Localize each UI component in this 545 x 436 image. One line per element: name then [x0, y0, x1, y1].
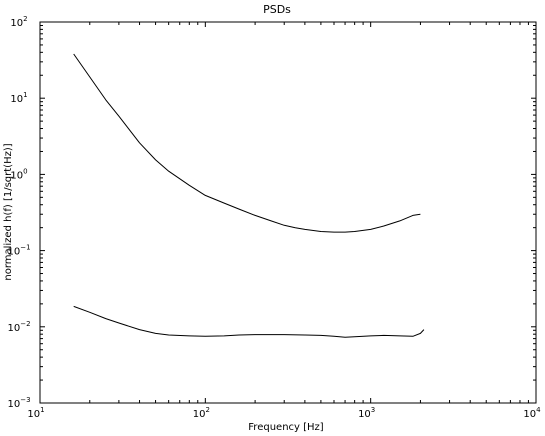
plot-frame: [39, 21, 537, 404]
series-lines: [73, 53, 425, 338]
y-tick-label: 10−1: [7, 244, 30, 258]
y-tick-label: 102: [10, 15, 27, 29]
series-line-1: [73, 53, 421, 233]
x-tick-label: 101: [27, 406, 44, 420]
x-tick-label: 102: [193, 406, 210, 420]
x-axis-label: Frequency [Hz]: [248, 422, 324, 433]
y-tick-label: 101: [10, 91, 27, 105]
series-line-2: [73, 305, 425, 338]
y-axis-label: normalized h(f) [1/sqrt(Hz)]: [3, 143, 14, 280]
y-tick-label: 100: [10, 167, 27, 181]
y-tick-label: 10−3: [7, 396, 30, 410]
x-tick-label: 103: [358, 406, 375, 420]
chart-title: PSDs: [263, 3, 291, 16]
axis-ticks: 101 102 103 104 10−3 10−2 10−1 100 101 102: [7, 15, 541, 420]
y-tick-label: 10−2: [7, 320, 30, 334]
x-tick-label: 104: [523, 406, 541, 420]
